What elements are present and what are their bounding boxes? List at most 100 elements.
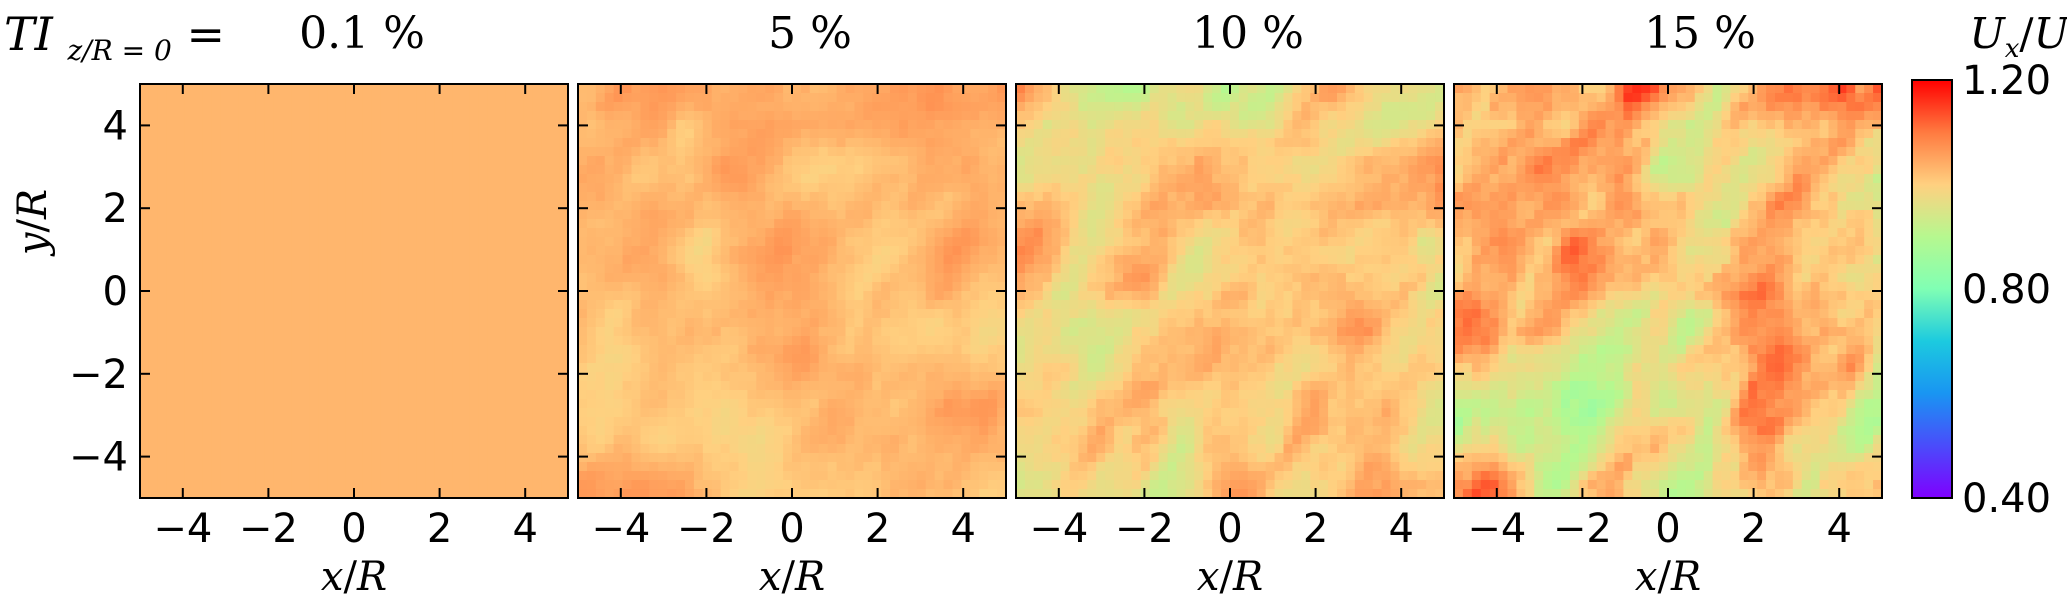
heatmap-cell — [407, 84, 418, 94]
heatmap-cell — [925, 273, 936, 283]
heatmap-cell — [1149, 84, 1160, 94]
heatmap-cell — [997, 345, 1007, 355]
heatmap-cell — [532, 93, 542, 103]
heatmap-cell — [738, 489, 749, 499]
heatmap-cell — [685, 192, 695, 202]
heatmap-cell — [934, 336, 945, 346]
heatmap-cell — [345, 147, 355, 157]
heatmap-cell — [899, 354, 909, 364]
heatmap-cell — [238, 336, 248, 346]
heatmap-cell — [970, 93, 980, 103]
heatmap-cell — [211, 327, 221, 337]
heatmap-cell — [291, 111, 302, 121]
heatmap-cell — [685, 264, 695, 274]
heatmap-cell — [1283, 102, 1294, 112]
heatmap-cell — [1176, 129, 1187, 139]
heatmap-cell — [934, 102, 945, 112]
heatmap-cell — [1337, 147, 1347, 157]
heatmap-cell — [961, 273, 971, 283]
x-axis-label-sep: / — [781, 554, 795, 600]
heatmap-cell — [443, 273, 453, 283]
heatmap-cell — [899, 363, 909, 373]
heatmap-cell — [202, 390, 212, 400]
heatmap-cell — [738, 381, 749, 391]
heatmap-cell — [452, 219, 462, 229]
heatmap-cell — [845, 417, 856, 427]
heatmap-cell — [640, 282, 650, 292]
heatmap-cell — [175, 318, 186, 328]
heatmap-cell — [658, 381, 668, 391]
heatmap-cell — [291, 102, 302, 112]
heatmap-cell — [550, 471, 560, 481]
heatmap-cell — [140, 399, 150, 409]
heatmap-cell — [318, 174, 328, 184]
heatmap-cell — [800, 183, 811, 193]
heatmap-cell — [907, 354, 918, 364]
heatmap-cell — [774, 156, 784, 166]
heatmap-cell — [702, 354, 713, 364]
heatmap-cell — [434, 237, 444, 247]
heatmap-cell — [890, 93, 900, 103]
heatmap-cell — [1212, 111, 1222, 121]
heatmap-cell — [193, 327, 204, 337]
heatmap-cell — [229, 489, 239, 499]
heatmap-cell — [640, 219, 650, 229]
heatmap-cell — [756, 93, 766, 103]
heatmap-cell — [371, 444, 382, 454]
x-tick-label: −2 — [677, 506, 736, 552]
heatmap-cell — [676, 183, 686, 193]
heatmap-cell — [282, 462, 293, 472]
heatmap-cell — [514, 93, 525, 103]
heatmap-cell — [273, 138, 284, 148]
heatmap-cell — [300, 273, 311, 283]
heatmap-cell — [943, 417, 954, 427]
x-axis-label-var: x — [759, 554, 782, 600]
heatmap-cell — [434, 129, 444, 139]
heatmap-cell — [979, 129, 989, 139]
heatmap-cell — [1426, 84, 1436, 94]
heatmap-cell — [667, 138, 677, 148]
heatmap-cell — [693, 210, 704, 220]
heatmap-cell — [970, 390, 980, 400]
heatmap-cell — [738, 453, 749, 463]
heatmap-cell — [371, 228, 382, 238]
heatmap-cell — [273, 309, 284, 319]
heatmap-cell — [854, 399, 864, 409]
heatmap-cell — [389, 453, 400, 463]
heatmap-cell — [809, 147, 820, 157]
heatmap-cell — [157, 408, 168, 418]
heatmap-cell — [478, 147, 489, 157]
heatmap-cell — [934, 183, 945, 193]
heatmap-cell — [345, 327, 355, 337]
heatmap-cell — [997, 264, 1007, 274]
heatmap-cell — [559, 471, 569, 481]
heatmap-cell — [578, 174, 588, 184]
heatmap-cell — [345, 84, 355, 94]
heatmap-cell — [934, 147, 945, 157]
heatmap-cell — [658, 237, 668, 247]
heatmap-cell — [649, 192, 659, 202]
heatmap-cell — [514, 471, 525, 481]
heatmap-cell — [300, 282, 311, 292]
heatmap-cell — [247, 489, 257, 499]
heatmap-cell — [756, 264, 766, 274]
heatmap-cell — [711, 255, 722, 265]
heatmap-cell — [1212, 93, 1222, 103]
heatmap-cell — [461, 453, 471, 463]
heatmap-cell — [943, 291, 954, 301]
heatmap-cell — [1140, 129, 1151, 139]
heatmap-cell — [380, 102, 391, 112]
heatmap-cell — [452, 120, 462, 130]
heatmap-cell — [1310, 165, 1320, 175]
heatmap-cell — [711, 129, 722, 139]
heatmap-cell — [336, 453, 346, 463]
heatmap-cell — [604, 336, 615, 346]
heatmap-cell — [247, 237, 257, 247]
heatmap-cell — [202, 246, 212, 256]
heatmap-cell — [264, 129, 275, 139]
heatmap-cell — [1256, 102, 1267, 112]
heatmap-cell — [496, 291, 507, 301]
heatmap-cell — [720, 300, 731, 310]
heatmap-cell — [523, 147, 533, 157]
heatmap-cell — [371, 363, 382, 373]
